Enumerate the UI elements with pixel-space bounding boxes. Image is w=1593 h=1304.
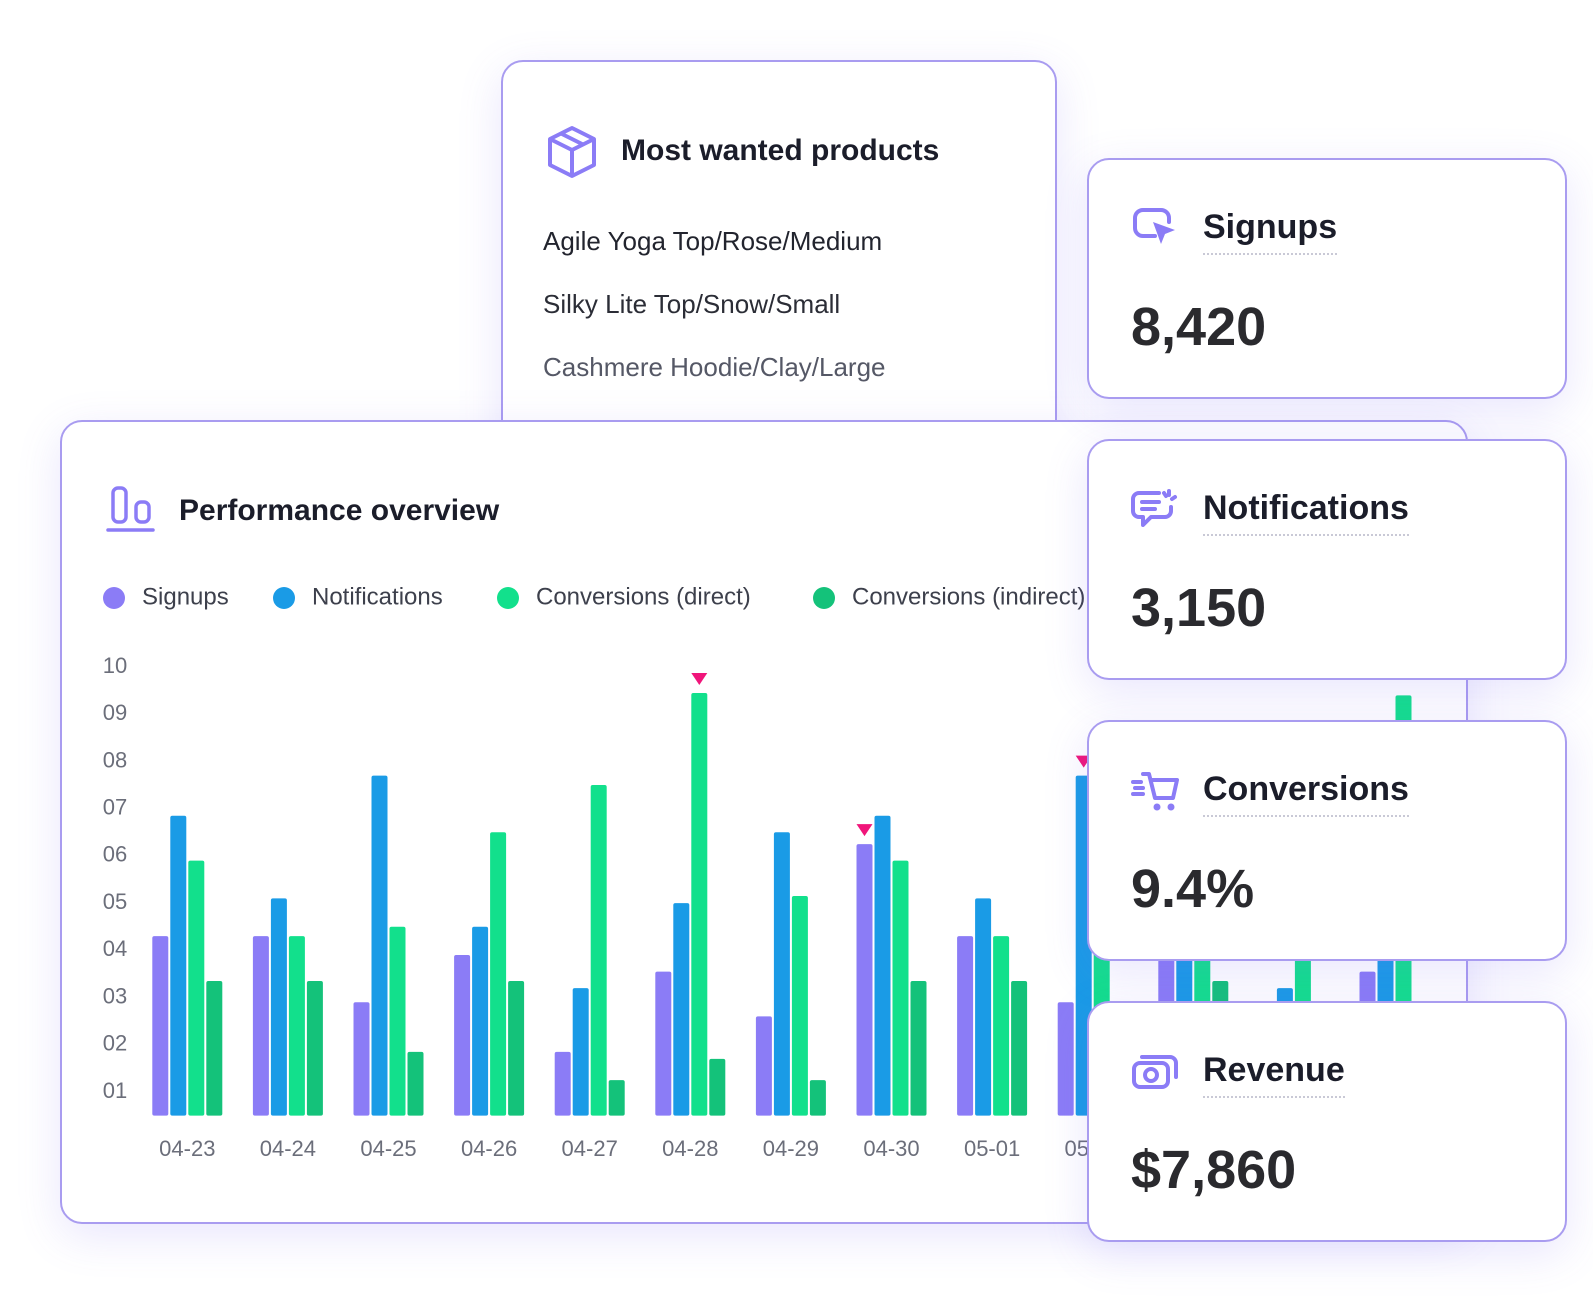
bar (755, 1016, 772, 1116)
bar (306, 981, 323, 1116)
bar (1011, 981, 1028, 1116)
y-tick-label: 04 (103, 936, 127, 961)
products-title: Most wanted products (621, 134, 940, 167)
bar (389, 926, 406, 1116)
y-tick-label: 10 (103, 653, 127, 678)
bar (188, 860, 205, 1116)
x-tick-label: 04-30 (863, 1136, 919, 1161)
x-tick-label: 04-23 (159, 1136, 215, 1161)
bar (554, 1051, 571, 1116)
bar (910, 981, 927, 1116)
x-tick-label: 04-27 (562, 1136, 618, 1161)
bar (454, 955, 471, 1116)
product-item: Cashmere Hoodie/Clay/Large (543, 352, 886, 382)
bar (472, 926, 489, 1116)
bar (288, 936, 305, 1116)
legend-label: Conversions (direct) (536, 583, 751, 610)
chart-icon (106, 486, 155, 532)
y-tick-label: 09 (103, 700, 127, 725)
stat-title: Revenue (1203, 1051, 1345, 1098)
y-tick-label: 02 (103, 1031, 127, 1056)
bar (353, 1002, 370, 1116)
y-tick-label: 06 (103, 842, 127, 867)
x-tick-label: 05-01 (964, 1136, 1020, 1161)
bar (270, 898, 287, 1116)
stat-value: 8,420 (1131, 297, 1267, 357)
bar (152, 936, 169, 1116)
products-card: Most wanted products Agile Yoga Top/Rose… (501, 60, 1057, 460)
bar (371, 775, 388, 1116)
bar (673, 903, 690, 1116)
bar (1057, 1002, 1074, 1116)
bar (407, 1051, 424, 1116)
legend-label: Signups (142, 583, 229, 610)
stat-title: Conversions (1203, 770, 1409, 817)
stat-value: 3,150 (1131, 578, 1267, 638)
chart-title: Performance overview (179, 494, 500, 527)
product-item: Agile Yoga Top/Rose/Medium (543, 226, 883, 256)
stat-card: Notifications 3,150 (1087, 439, 1567, 680)
bar (856, 844, 873, 1116)
stat-value: $7,860 (1131, 1140, 1297, 1200)
legend-label: Conversions (indirect) (852, 583, 1085, 610)
bar (590, 785, 607, 1116)
y-tick-label: 03 (103, 983, 127, 1008)
y-tick-label: 08 (103, 747, 127, 772)
stat-title: Notifications (1203, 489, 1409, 536)
cart-icon (1131, 772, 1179, 811)
bar (572, 988, 589, 1116)
x-tick-label: 04-24 (260, 1136, 316, 1161)
bar (490, 832, 507, 1116)
bar (892, 860, 909, 1116)
stat-card: Signups 8,420 (1087, 158, 1567, 399)
y-tick-label: 07 (103, 794, 127, 819)
y-tick-label: 01 (103, 1078, 127, 1103)
bar (773, 832, 790, 1116)
cursor-icon (1133, 208, 1175, 244)
legend-label: Notifications (312, 583, 443, 610)
bar (809, 1080, 826, 1116)
box-icon (548, 126, 596, 178)
stat-value: 9.4% (1131, 859, 1255, 919)
bar (508, 981, 525, 1116)
y-tick-label: 05 (103, 889, 127, 914)
bar (975, 898, 992, 1116)
product-item: Silky Lite Top/Snow/Small (543, 289, 841, 319)
stat-card: Revenue $7,860 (1087, 1001, 1567, 1242)
bar (709, 1058, 726, 1116)
legend-dot (103, 587, 125, 609)
message-icon (1131, 489, 1177, 527)
peak-marker (856, 824, 873, 837)
bar (608, 1080, 625, 1116)
legend-dot (813, 587, 835, 609)
bar (791, 896, 808, 1116)
bar (655, 971, 672, 1116)
x-tick-label: 04-29 (763, 1136, 819, 1161)
bar (957, 936, 974, 1116)
x-tick-label: 04-25 (360, 1136, 416, 1161)
legend-dot (497, 587, 519, 609)
bar (993, 936, 1010, 1116)
bar (170, 815, 187, 1116)
x-tick-label: 04-26 (461, 1136, 517, 1161)
stat-title: Signups (1203, 208, 1338, 255)
bar (252, 936, 269, 1116)
stat-card: Conversions 9.4% (1087, 720, 1567, 961)
bar (874, 815, 891, 1116)
legend-dot (273, 587, 295, 609)
x-tick-label: 04-28 (662, 1136, 718, 1161)
bar (691, 692, 708, 1116)
peak-marker (691, 672, 708, 685)
bar (206, 981, 223, 1116)
money-icon (1132, 1055, 1178, 1089)
